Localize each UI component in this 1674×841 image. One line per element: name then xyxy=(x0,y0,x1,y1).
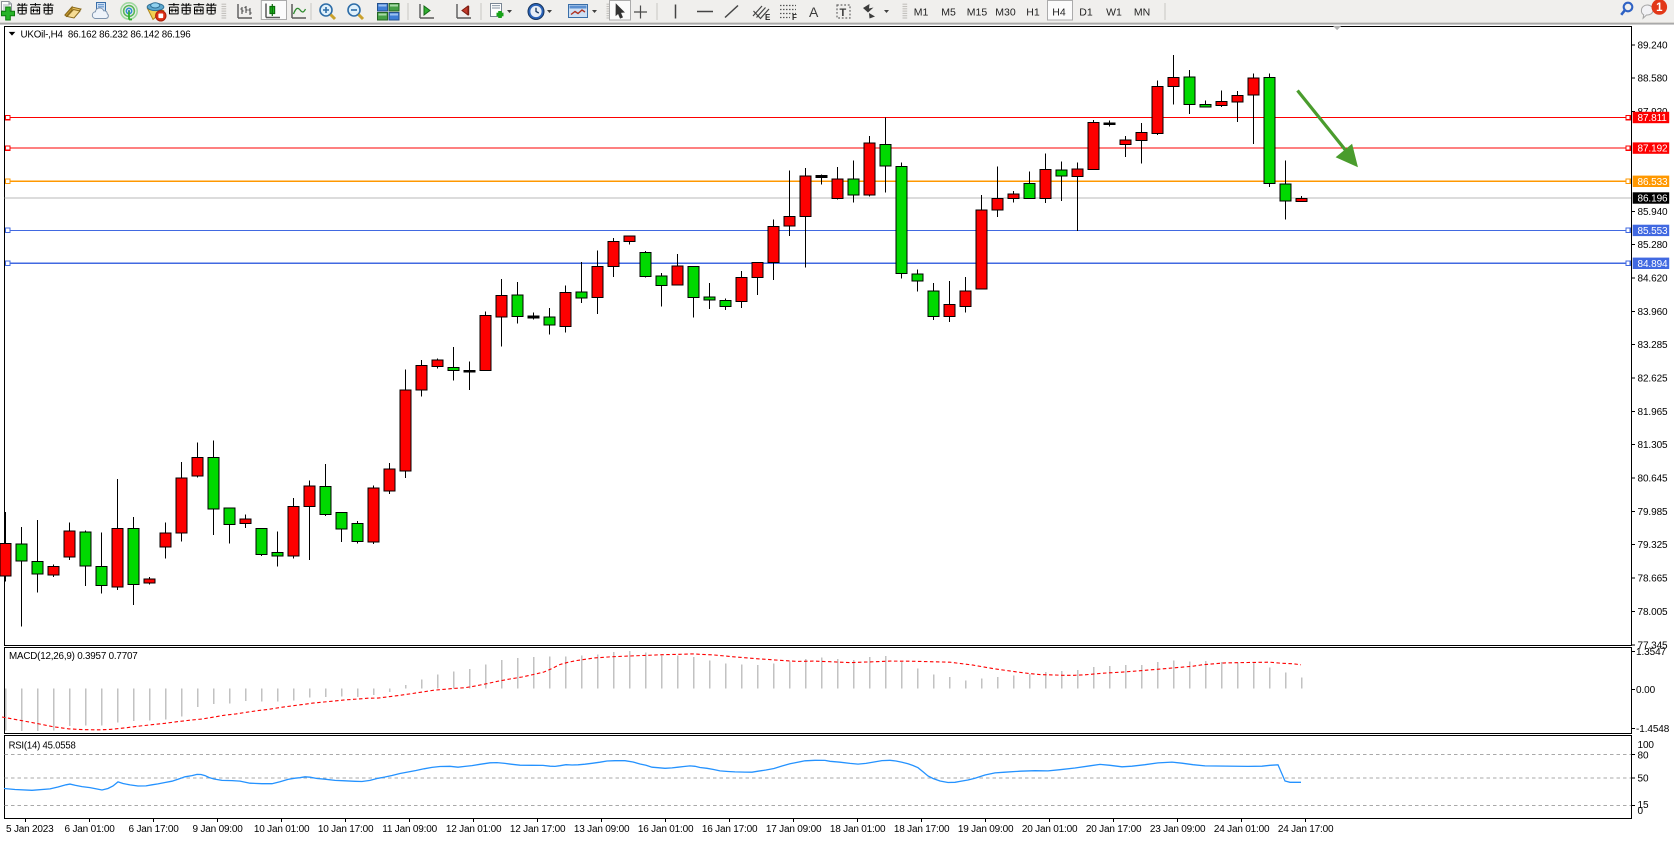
svg-text:89.240: 89.240 xyxy=(1638,40,1669,51)
svg-text:88.580: 88.580 xyxy=(1638,74,1669,85)
svg-text:87.811: 87.811 xyxy=(1638,113,1668,124)
svg-text:12 Jan 01:00: 12 Jan 01:00 xyxy=(446,824,502,835)
svg-text:23 Jan 09:00: 23 Jan 09:00 xyxy=(1150,824,1206,835)
svg-text:12 Jan 17:00: 12 Jan 17:00 xyxy=(510,824,566,835)
svg-text:5 Jan 2023: 5 Jan 2023 xyxy=(6,824,54,835)
svg-text:MACD(12,26,9) 0.3957 0.7707: MACD(12,26,9) 0.3957 0.7707 xyxy=(9,651,138,662)
svg-text:10 Jan 01:00: 10 Jan 01:00 xyxy=(254,824,310,835)
svg-text:18 Jan 01:00: 18 Jan 01:00 xyxy=(830,824,886,835)
svg-text:M1: M1 xyxy=(914,7,929,19)
svg-text:M30: M30 xyxy=(995,7,1016,19)
svg-text:D1: D1 xyxy=(1079,7,1093,19)
svg-text:24 Jan 17:00: 24 Jan 17:00 xyxy=(1278,824,1334,835)
svg-text:86.533: 86.533 xyxy=(1638,177,1669,188)
svg-text:17 Jan 09:00: 17 Jan 09:00 xyxy=(766,824,822,835)
svg-text:6 Jan 17:00: 6 Jan 17:00 xyxy=(129,824,180,835)
svg-text:10 Jan 17:00: 10 Jan 17:00 xyxy=(318,824,374,835)
svg-text:E: E xyxy=(765,13,771,22)
svg-text:24 Jan 01:00: 24 Jan 01:00 xyxy=(1214,824,1270,835)
svg-text:15: 15 xyxy=(1638,800,1649,811)
svg-text:H4: H4 xyxy=(1052,7,1066,19)
svg-text:83.285: 83.285 xyxy=(1638,340,1669,351)
svg-text:80: 80 xyxy=(1638,751,1649,762)
svg-text:1: 1 xyxy=(1656,2,1663,14)
svg-text:16 Jan 01:00: 16 Jan 01:00 xyxy=(638,824,694,835)
svg-text:18 Jan 17:00: 18 Jan 17:00 xyxy=(894,824,950,835)
svg-text:78.005: 78.005 xyxy=(1638,607,1669,618)
svg-text:81.305: 81.305 xyxy=(1638,440,1669,451)
svg-text:16 Jan 17:00: 16 Jan 17:00 xyxy=(702,824,758,835)
svg-text:79.325: 79.325 xyxy=(1638,540,1669,551)
svg-text:13 Jan 09:00: 13 Jan 09:00 xyxy=(574,824,630,835)
svg-text:19 Jan 09:00: 19 Jan 09:00 xyxy=(958,824,1014,835)
svg-text:87.192: 87.192 xyxy=(1638,144,1669,155)
svg-text:86.196: 86.196 xyxy=(1638,194,1669,205)
svg-text:78.665: 78.665 xyxy=(1638,574,1669,585)
svg-text:80.645: 80.645 xyxy=(1638,474,1669,485)
svg-text:H1: H1 xyxy=(1026,7,1040,19)
svg-text:A: A xyxy=(809,4,819,20)
svg-text:20 Jan 01:00: 20 Jan 01:00 xyxy=(1022,824,1078,835)
svg-text:85.940: 85.940 xyxy=(1638,207,1669,218)
svg-text:85.280: 85.280 xyxy=(1638,240,1669,251)
svg-text:0.00: 0.00 xyxy=(1636,685,1656,696)
svg-text:-1.4548: -1.4548 xyxy=(1636,724,1670,735)
svg-text:100: 100 xyxy=(1638,740,1655,751)
svg-text:M15: M15 xyxy=(967,7,988,19)
svg-text:85.553: 85.553 xyxy=(1638,226,1669,237)
svg-text:F: F xyxy=(792,13,797,22)
svg-text:82.625: 82.625 xyxy=(1638,374,1669,385)
svg-text:0: 0 xyxy=(1638,806,1644,817)
svg-text:81.965: 81.965 xyxy=(1638,407,1669,418)
svg-text:20 Jan 17:00: 20 Jan 17:00 xyxy=(1086,824,1142,835)
svg-text:1.3547: 1.3547 xyxy=(1636,647,1667,658)
svg-text:UKOil-,H4 86.162 86.232 86.14: UKOil-,H4 86.162 86.232 86.142 86.196 xyxy=(21,30,192,41)
svg-text:84.894: 84.894 xyxy=(1638,259,1669,270)
svg-text:T: T xyxy=(840,7,847,19)
svg-text:83.960: 83.960 xyxy=(1638,307,1669,318)
svg-text:MN: MN xyxy=(1134,7,1150,19)
svg-text:11 Jan 09:00: 11 Jan 09:00 xyxy=(382,824,437,835)
svg-text:77.345: 77.345 xyxy=(1638,640,1669,651)
svg-text:84.620: 84.620 xyxy=(1638,274,1669,285)
svg-text:9 Jan 09:00: 9 Jan 09:00 xyxy=(193,824,244,835)
svg-text:50: 50 xyxy=(1638,774,1649,785)
svg-text:79.985: 79.985 xyxy=(1638,507,1669,518)
svg-text:6 Jan 01:00: 6 Jan 01:00 xyxy=(65,824,116,835)
svg-text:M5: M5 xyxy=(941,7,956,19)
svg-text:W1: W1 xyxy=(1106,7,1122,19)
svg-text:RSI(14) 45.0558: RSI(14) 45.0558 xyxy=(9,741,77,752)
